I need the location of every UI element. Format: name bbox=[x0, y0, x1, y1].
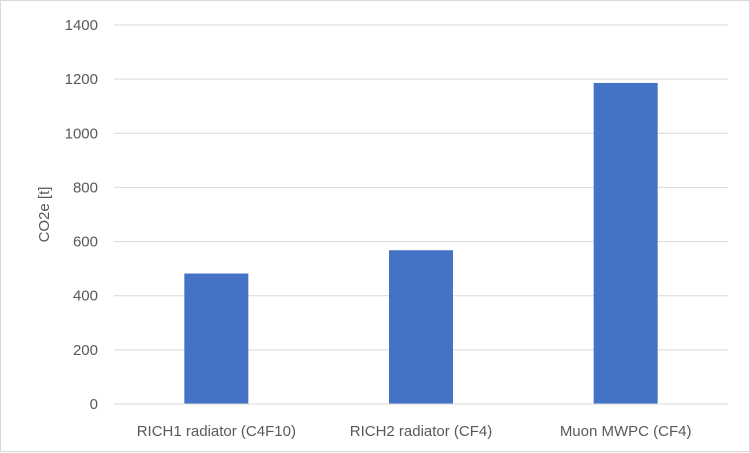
y-axis-title: CO2e [t] bbox=[36, 187, 53, 243]
x-tick-label: Muon MWPC (CF4) bbox=[560, 423, 692, 440]
bars bbox=[184, 82, 658, 404]
y-tick-label: 600 bbox=[73, 234, 98, 251]
bar bbox=[593, 82, 658, 404]
x-tick-label: RICH1 radiator (C4F10) bbox=[137, 423, 296, 440]
y-tick-label: 800 bbox=[73, 179, 98, 196]
bar bbox=[389, 250, 453, 404]
y-tick-label: 400 bbox=[73, 288, 98, 305]
y-tick-label: 1400 bbox=[65, 17, 98, 34]
y-tick-label: 1000 bbox=[65, 125, 98, 142]
y-axis-ticks: 0 200 400 600 800 1000 1200 1400 bbox=[65, 17, 98, 413]
x-tick-label: RICH2 radiator (CF4) bbox=[350, 423, 493, 440]
y-tick-label: 1200 bbox=[65, 71, 98, 88]
bar bbox=[184, 273, 249, 404]
x-axis-ticks: RICH1 radiator (C4F10) RICH2 radiator (CF… bbox=[137, 423, 692, 440]
y-tick-label: 0 bbox=[90, 396, 98, 413]
y-tick-label: 200 bbox=[73, 342, 98, 359]
